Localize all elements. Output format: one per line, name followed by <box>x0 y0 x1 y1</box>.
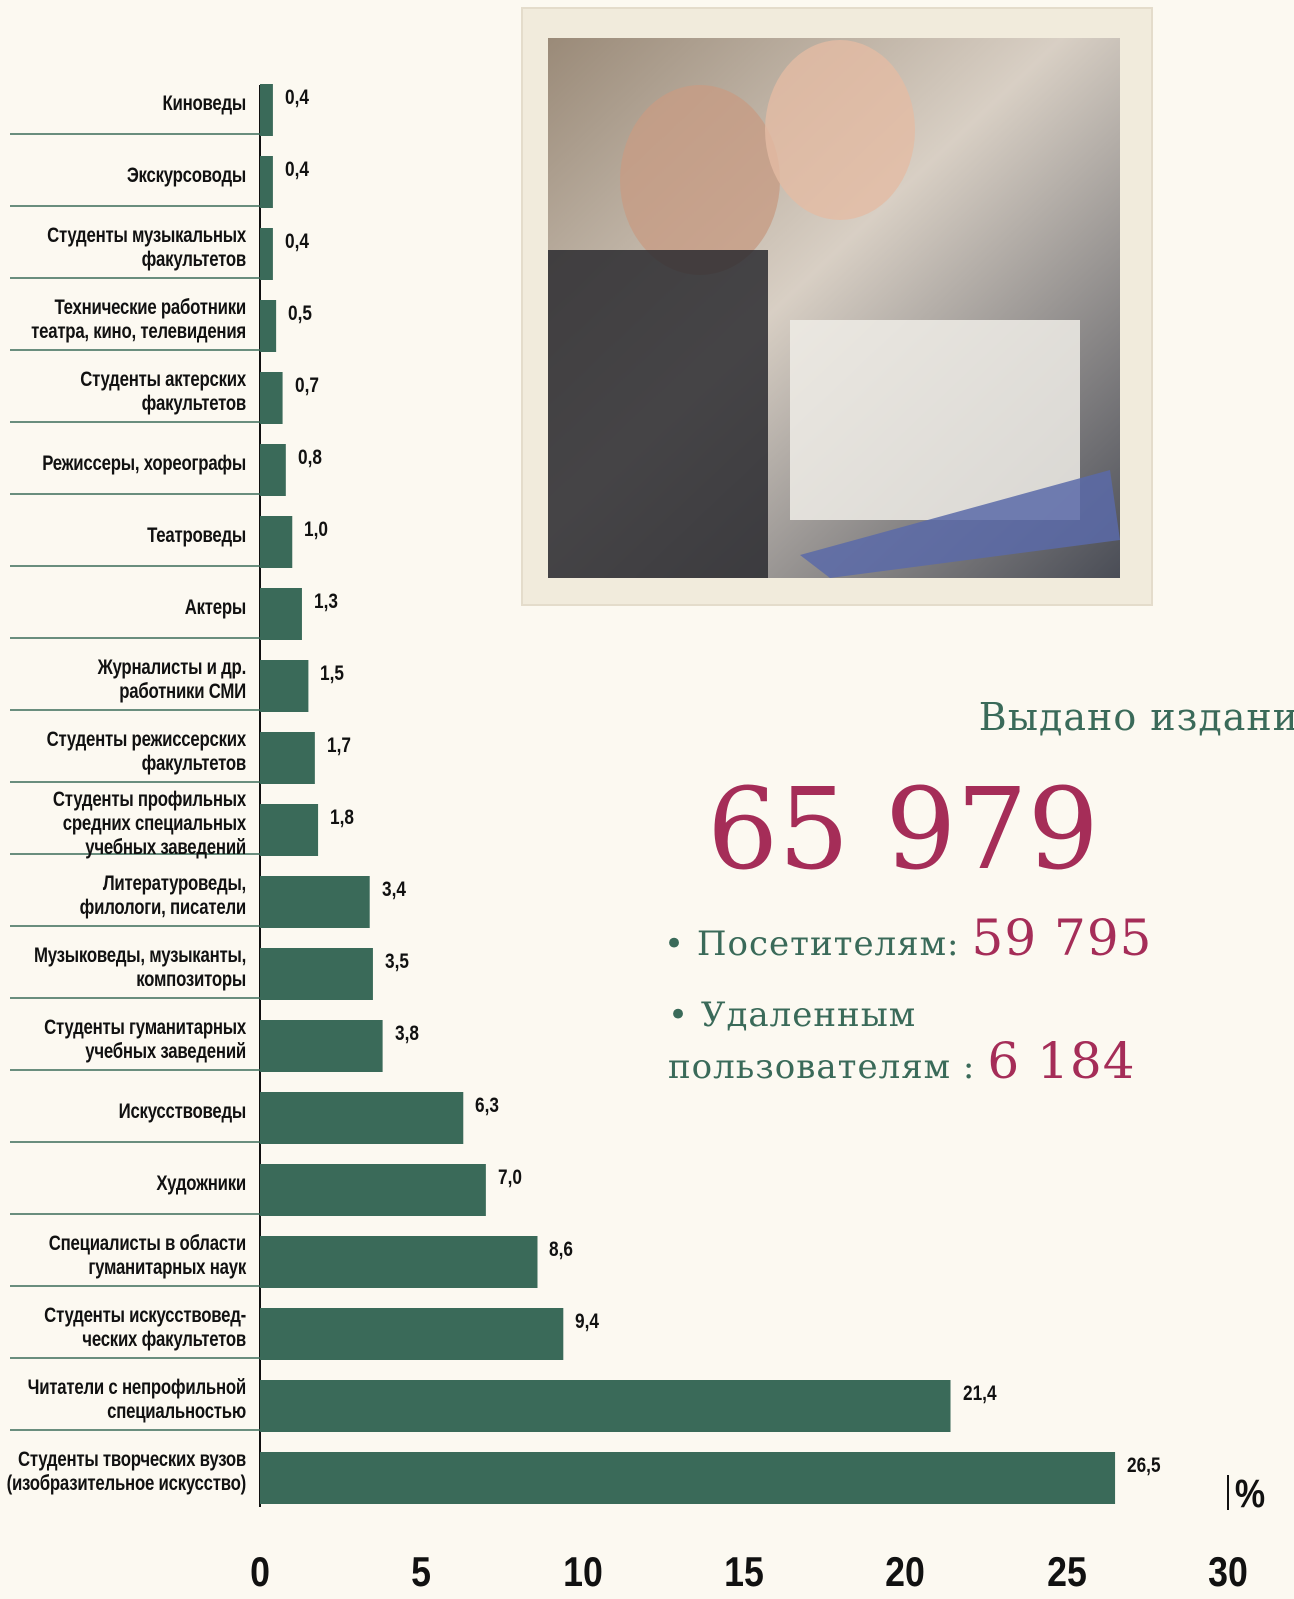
bar <box>260 228 273 280</box>
bar <box>260 732 315 784</box>
bar <box>260 444 286 496</box>
x-tick-label: 25 <box>1033 1548 1101 1596</box>
y-tick-label: Студенты музыкальных факультетов <box>0 224 246 272</box>
value-label: 6,3 <box>475 1094 499 1118</box>
y-tick-label: Режиссеры, хореографы <box>0 452 246 476</box>
y-tick-label: Студенты творческих вузов (изобразительн… <box>0 1448 246 1496</box>
y-tick-label: Журналисты и др. работники СМИ <box>0 656 246 704</box>
value-label: 0,4 <box>285 158 309 182</box>
value-label: 1,7 <box>327 734 351 758</box>
bar <box>260 372 283 424</box>
y-tick-label: Специалисты в области гуманитарных наук <box>0 1232 246 1280</box>
bar <box>260 588 302 640</box>
info-item-value: 6 184 <box>987 1032 1135 1090</box>
y-tick-label: Студенты искусствовед- ческих факультето… <box>0 1304 246 1352</box>
bullet: • <box>664 924 697 964</box>
x-tick-label: 20 <box>871 1548 939 1596</box>
info-total: 65 979 <box>512 770 1294 890</box>
bar <box>260 516 292 568</box>
bar <box>260 1164 486 1216</box>
x-tick-label: 0 <box>226 1548 294 1596</box>
bar <box>260 948 373 1000</box>
info-title-text: Выдано изданий: <box>512 695 1294 739</box>
y-tick-label: Киноведы <box>0 92 246 116</box>
y-tick-label: Студенты режиссерских факультетов <box>0 728 246 776</box>
y-tick-label: Театроведы <box>0 524 246 548</box>
info-item-label: Удаленным пользователям : <box>668 995 975 1087</box>
y-tick-label: Читатели с непрофильной специальностью <box>0 1376 246 1424</box>
bar <box>260 1236 537 1288</box>
y-tick-label: Музыковеды, музыканты, композиторы <box>0 944 246 992</box>
y-tick-label: Художники <box>0 1172 246 1196</box>
y-tick-label: Экскурсоводы <box>0 164 246 188</box>
info-item: • Посетителям:59 795 <box>664 915 1152 967</box>
value-label: 0,4 <box>285 86 309 110</box>
value-label: 8,6 <box>549 1238 573 1262</box>
value-label: 7,0 <box>498 1166 522 1190</box>
bar <box>260 300 276 352</box>
value-label: 3,5 <box>385 950 409 974</box>
y-tick-label: Технические работники театра, кино, теле… <box>0 296 246 344</box>
bullet: • <box>668 995 701 1035</box>
value-label: 1,5 <box>320 662 344 686</box>
value-label: 3,8 <box>395 1022 419 1046</box>
y-tick-label: Литературоведы, филологи, писатели <box>0 872 246 920</box>
info-item-value: 59 795 <box>972 909 1153 967</box>
value-label: 3,4 <box>382 878 406 902</box>
x-axis-label: % <box>1216 1472 1284 1517</box>
value-label: 1,8 <box>330 806 354 830</box>
bar <box>260 156 273 208</box>
bar <box>260 1452 1115 1504</box>
info-item: • Удаленным пользователям :6 184 <box>668 992 1136 1090</box>
y-tick-label: Студенты профильных средних специальных … <box>0 788 246 860</box>
x-tick-label: 30 <box>1194 1548 1262 1596</box>
bar <box>260 804 318 856</box>
photo-frame <box>522 8 1152 605</box>
y-tick-label: Актеры <box>0 596 246 620</box>
value-label: 21,4 <box>963 1382 997 1406</box>
value-label: 0,8 <box>298 446 322 470</box>
info-item-label: Посетителям: <box>697 924 960 964</box>
y-tick-label: Студенты гуманитарных учебных заведений <box>0 1016 246 1064</box>
value-label: 1,0 <box>304 518 328 542</box>
y-tick-label: Искусствоведы <box>0 1100 246 1124</box>
bar <box>260 1092 463 1144</box>
x-tick-label: 15 <box>710 1548 778 1596</box>
page: Выдано изданий: Киноведы 0,4 Экскурсоводы 0… <box>0 0 1294 1599</box>
y-tick-label: Студенты актерских факультетов <box>0 368 246 416</box>
x-tick-label: 5 <box>387 1548 455 1596</box>
bar <box>260 84 273 136</box>
value-label: 0,5 <box>288 302 312 326</box>
value-label: 0,7 <box>295 374 319 398</box>
bar <box>260 876 370 928</box>
value-label: 9,4 <box>575 1310 599 1334</box>
value-label: 0,4 <box>285 230 309 254</box>
value-label: 26,5 <box>1127 1454 1161 1478</box>
x-tick-label: 10 <box>549 1548 617 1596</box>
bar <box>260 1380 951 1432</box>
bar <box>260 1308 563 1360</box>
bar <box>260 1020 383 1072</box>
value-label: 1,3 <box>314 590 338 614</box>
